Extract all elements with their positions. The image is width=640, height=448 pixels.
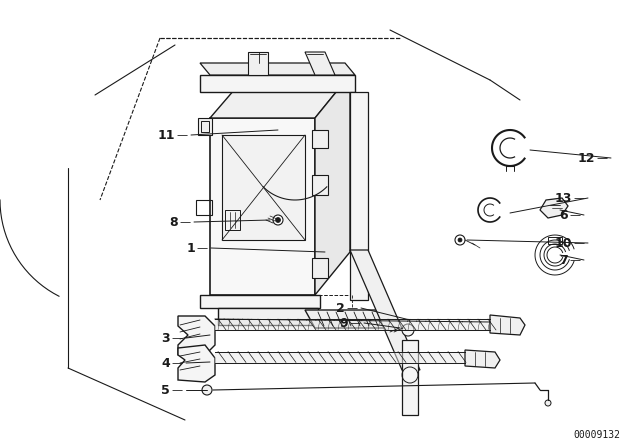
Polygon shape — [465, 350, 500, 368]
Text: 8: 8 — [170, 215, 178, 228]
Text: 12: 12 — [577, 151, 595, 164]
Polygon shape — [200, 75, 355, 92]
Text: —: — — [176, 130, 187, 140]
Text: 7: 7 — [559, 254, 568, 267]
Circle shape — [275, 217, 280, 223]
Text: —: — — [171, 358, 182, 368]
Circle shape — [458, 238, 462, 242]
Polygon shape — [222, 135, 305, 240]
Text: —: — — [171, 385, 182, 395]
Text: 5: 5 — [161, 383, 170, 396]
Polygon shape — [402, 340, 418, 415]
Polygon shape — [200, 63, 355, 75]
Text: 9: 9 — [339, 316, 348, 329]
Text: —: — — [573, 193, 584, 203]
Text: —: — — [569, 210, 580, 220]
Circle shape — [455, 235, 465, 245]
Text: —: — — [596, 153, 607, 163]
Polygon shape — [178, 316, 215, 355]
Text: 3: 3 — [161, 332, 170, 345]
Polygon shape — [312, 258, 328, 278]
Polygon shape — [218, 308, 318, 325]
Text: —: — — [573, 238, 584, 248]
Text: —: — — [349, 318, 360, 328]
Polygon shape — [200, 295, 320, 308]
Circle shape — [202, 385, 212, 395]
Text: —: — — [196, 243, 207, 253]
Text: 4: 4 — [161, 357, 170, 370]
Polygon shape — [312, 175, 328, 195]
Polygon shape — [248, 52, 268, 75]
Polygon shape — [305, 310, 390, 328]
Text: 2: 2 — [336, 302, 345, 314]
Polygon shape — [198, 118, 212, 135]
Text: 00009132: 00009132 — [573, 430, 620, 440]
Polygon shape — [540, 198, 568, 218]
Polygon shape — [305, 52, 335, 75]
Text: 1: 1 — [186, 241, 195, 254]
Polygon shape — [210, 75, 350, 118]
Text: —: — — [179, 217, 190, 227]
Text: 6: 6 — [559, 208, 568, 221]
Text: —: — — [569, 255, 580, 265]
Polygon shape — [178, 345, 215, 382]
Circle shape — [402, 324, 414, 336]
Text: —: — — [171, 333, 182, 343]
Text: 13: 13 — [555, 191, 572, 204]
Polygon shape — [315, 75, 350, 295]
Polygon shape — [490, 315, 525, 335]
Text: —: — — [346, 303, 357, 313]
Text: 11: 11 — [157, 129, 175, 142]
Circle shape — [273, 215, 283, 225]
Polygon shape — [350, 92, 368, 300]
Polygon shape — [312, 130, 328, 148]
Circle shape — [545, 400, 551, 406]
Text: 10: 10 — [554, 237, 572, 250]
Polygon shape — [350, 250, 420, 370]
Polygon shape — [210, 118, 315, 295]
